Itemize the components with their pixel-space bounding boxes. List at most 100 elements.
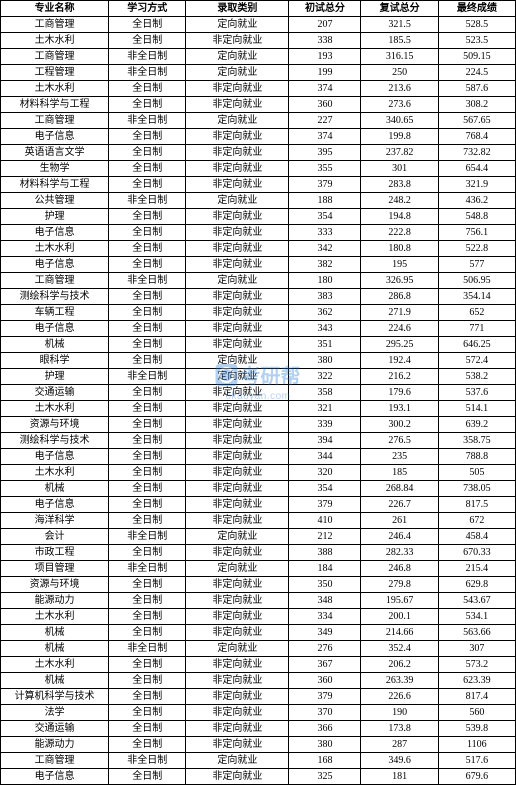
table-cell: 587.6 — [438, 81, 515, 97]
table-row: 电子信息全日制非定向就业325181679.6 — [1, 769, 516, 785]
table-cell: 301 — [361, 161, 438, 177]
table-cell: 395 — [289, 145, 361, 161]
table-cell: 342 — [289, 241, 361, 257]
table-body: 工商管理全日制定向就业207321.5528.5土木水利全日制非定向就业3381… — [1, 17, 516, 785]
table-cell: 非全日制 — [109, 273, 186, 289]
table-cell: 548.8 — [438, 209, 515, 225]
table-cell: 246.8 — [361, 561, 438, 577]
table-cell: 322 — [289, 369, 361, 385]
table-cell: 352.4 — [361, 641, 438, 657]
table-cell: 180 — [289, 273, 361, 289]
table-row: 项目管理非全日制定向就业184246.8215.4 — [1, 561, 516, 577]
table-cell: 非全日制 — [109, 753, 186, 769]
table-cell: 定向就业 — [186, 641, 289, 657]
table-cell: 224.6 — [361, 321, 438, 337]
table-cell: 海洋科学 — [1, 513, 109, 529]
table-cell: 185 — [361, 465, 438, 481]
table-cell: 286.8 — [361, 289, 438, 305]
table-cell: 非定向就业 — [186, 769, 289, 785]
table-row: 工商管理非全日制定向就业193316.15509.15 — [1, 49, 516, 65]
table-cell: 654.4 — [438, 161, 515, 177]
table-row: 土木水利全日制非定向就业321193.1514.1 — [1, 401, 516, 417]
table-cell: 214.66 — [361, 625, 438, 641]
table-cell: 全日制 — [109, 657, 186, 673]
table-cell: 机械 — [1, 641, 109, 657]
table-cell: 全日制 — [109, 17, 186, 33]
table-cell: 199.8 — [361, 129, 438, 145]
table-row: 土木水利全日制非定向就业367206.2573.2 — [1, 657, 516, 673]
table-cell: 517.6 — [438, 753, 515, 769]
table-cell: 电子信息 — [1, 769, 109, 785]
table-row: 护理全日制非定向就业354194.8548.8 — [1, 209, 516, 225]
table-cell: 224.5 — [438, 65, 515, 81]
table-cell: 354 — [289, 209, 361, 225]
table-cell: 非定向就业 — [186, 385, 289, 401]
table-row: 市政工程全日制非定向就业388282.33670.33 — [1, 545, 516, 561]
table-cell: 材料科学与工程 — [1, 177, 109, 193]
table-cell: 公共管理 — [1, 193, 109, 209]
table-cell: 非定向就业 — [186, 577, 289, 593]
table-cell: 全日制 — [109, 673, 186, 689]
table-cell: 非定向就业 — [186, 625, 289, 641]
table-cell: 207 — [289, 17, 361, 33]
table-row: 电子信息全日制非定向就业379226.7817.5 — [1, 497, 516, 513]
table-cell: 全日制 — [109, 225, 186, 241]
table-cell: 眼科学 — [1, 353, 109, 369]
table-cell: 生物学 — [1, 161, 109, 177]
table-cell: 179.6 — [361, 385, 438, 401]
table-cell: 212 — [289, 529, 361, 545]
table-row: 电子信息全日制非定向就业343224.6771 — [1, 321, 516, 337]
table-cell: 360 — [289, 97, 361, 113]
table-row: 能源动力全日制非定向就业3802871106 — [1, 737, 516, 753]
table-cell: 362 — [289, 305, 361, 321]
table-cell: 非定向就业 — [186, 257, 289, 273]
table-cell: 180.8 — [361, 241, 438, 257]
table-row: 测绘科学与技术全日制非定向就业383286.8354.14 — [1, 289, 516, 305]
table-cell: 374 — [289, 129, 361, 145]
table-cell: 543.67 — [438, 593, 515, 609]
table-cell: 机械 — [1, 625, 109, 641]
table-cell: 185.5 — [361, 33, 438, 49]
table-cell: 672 — [438, 513, 515, 529]
col-header-5: 最终成绩 — [438, 1, 515, 17]
table-cell: 340.65 — [361, 113, 438, 129]
table-cell: 测绘科学与技术 — [1, 289, 109, 305]
col-header-0: 专业名称 — [1, 1, 109, 17]
table-cell: 194.8 — [361, 209, 438, 225]
table-cell: 土木水利 — [1, 33, 109, 49]
table-cell: 全日制 — [109, 545, 186, 561]
table-row: 土木水利全日制非定向就业342180.8522.8 — [1, 241, 516, 257]
table-cell: 能源动力 — [1, 737, 109, 753]
table-cell: 379 — [289, 497, 361, 513]
table-cell: 全日制 — [109, 689, 186, 705]
table-cell: 276.5 — [361, 433, 438, 449]
table-cell: 非定向就业 — [186, 449, 289, 465]
table-cell: 505 — [438, 465, 515, 481]
table-cell: 非定向就业 — [186, 81, 289, 97]
table-cell: 非全日制 — [109, 641, 186, 657]
table-cell: 817.4 — [438, 689, 515, 705]
table-cell: 全日制 — [109, 145, 186, 161]
table-row: 电子信息全日制非定向就业374199.8768.4 — [1, 129, 516, 145]
table-cell: 509.15 — [438, 49, 515, 65]
table-row: 会计非全日制定向就业212246.4458.4 — [1, 529, 516, 545]
table-cell: 343 — [289, 321, 361, 337]
table-cell: 326.95 — [361, 273, 438, 289]
table-cell: 350 — [289, 577, 361, 593]
table-cell: 283.8 — [361, 177, 438, 193]
table-cell: 282.33 — [361, 545, 438, 561]
table-cell: 非定向就业 — [186, 737, 289, 753]
table-cell: 非全日制 — [109, 65, 186, 81]
table-cell: 非定向就业 — [186, 657, 289, 673]
table-row: 眼科学全日制定向就业380192.4572.4 — [1, 353, 516, 369]
table-row: 材料科学与工程全日制非定向就业379283.8321.9 — [1, 177, 516, 193]
table-row: 车辆工程全日制非定向就业362271.9652 — [1, 305, 516, 321]
col-header-2: 录取类别 — [186, 1, 289, 17]
table-row: 机械全日制非定向就业354268.84738.05 — [1, 481, 516, 497]
table-cell: 380 — [289, 353, 361, 369]
table-cell: 机械 — [1, 673, 109, 689]
table-cell: 367 — [289, 657, 361, 673]
table-cell: 383 — [289, 289, 361, 305]
table-cell: 756.1 — [438, 225, 515, 241]
table-cell: 268.84 — [361, 481, 438, 497]
